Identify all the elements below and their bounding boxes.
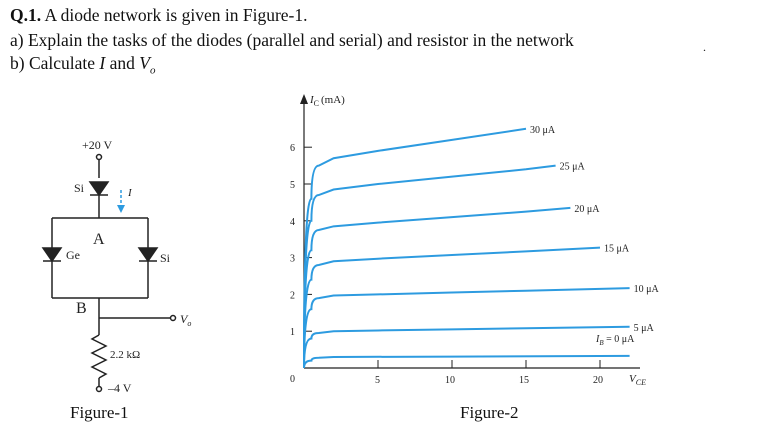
figure-1-caption: Figure-1 xyxy=(70,403,129,422)
curve-ib-0ua xyxy=(303,354,630,369)
curve-label-background xyxy=(631,281,670,296)
figure-2-caption: Figure-2 xyxy=(460,403,519,422)
question-part-b: b) Calculate I and Vo xyxy=(10,53,155,81)
curve-ib-20ua xyxy=(303,206,571,369)
figure-1-labels: +20 V Si I A Ge Si B Vo 2.2 kΩ –4 V Figu… xyxy=(66,138,191,422)
question-intro: A diode network is given in Figure-1. xyxy=(44,5,308,25)
curve-ib-15ua xyxy=(303,246,601,369)
supply-top-label: +20 V xyxy=(82,138,113,152)
curve-label-background xyxy=(557,158,596,173)
supply-bottom-label: –4 V xyxy=(107,381,132,395)
curve-label: 5 μA xyxy=(634,323,655,334)
y-tick-label: 6 xyxy=(290,143,295,154)
x-tick-label: 10 xyxy=(445,375,455,386)
curve-label-background xyxy=(528,121,566,136)
curve-label-background xyxy=(631,319,670,334)
stray-mark: . xyxy=(703,40,706,54)
curve-ib-25ua xyxy=(303,164,556,369)
question-number: Q.1. xyxy=(10,5,42,25)
part-b-var-current: I xyxy=(99,53,106,73)
x-tick-label: 15 xyxy=(519,375,529,386)
x-tick-label: 20 xyxy=(593,375,603,386)
curve-label-background xyxy=(602,240,640,255)
curve-label: 25 μA xyxy=(560,162,586,173)
y-axis-label: IC (mA) xyxy=(309,94,345,108)
resistor-label: 2.2 kΩ xyxy=(110,349,140,361)
current-label: I xyxy=(127,187,133,199)
curve-ib-10ua xyxy=(303,287,630,369)
node-a-label: A xyxy=(93,231,105,248)
supply-terminal-bottom xyxy=(95,385,103,393)
curve-label: 20 μA xyxy=(574,204,600,215)
x-tick-label: 5 xyxy=(375,375,380,386)
curve-ib-5ua xyxy=(303,325,630,369)
diode-top-label: Si xyxy=(74,181,85,195)
y-tick-label: 1 xyxy=(290,327,295,338)
curve-label: 15 μA xyxy=(604,244,630,255)
origin-label: 0 xyxy=(290,374,295,385)
curve-label: 10 μA xyxy=(634,284,660,295)
output-label: Vo xyxy=(180,312,191,328)
output-terminal xyxy=(169,314,177,322)
question-line-1: Q.1. A diode network is given in Figure-… xyxy=(10,5,308,25)
curve-label-background xyxy=(572,200,611,215)
x-axis-label: VCE xyxy=(629,373,646,387)
figure-2-chart: 1 2 3 4 5 6 5 10 15 20 30 μA 25 μA 20 μA 15 μA 10 μA 5… xyxy=(290,94,670,422)
part-b-var-voltage: Vo xyxy=(139,53,156,77)
y-tick-label: 5 xyxy=(290,180,295,191)
part-b-prefix: b) Calculate xyxy=(10,53,96,73)
y-axis-arrow-icon xyxy=(300,94,308,104)
node-b-label: B xyxy=(76,300,87,317)
part-b-and: and xyxy=(109,53,135,73)
figure-1-circuit xyxy=(41,153,177,393)
curve-label: 30 μA xyxy=(530,125,556,136)
diode-left-ge-icon xyxy=(41,247,63,263)
diode-right-si-icon xyxy=(137,247,159,263)
resistor-icon xyxy=(90,334,108,379)
diode-left-label: Ge xyxy=(66,248,80,262)
question-part-a: a) Explain the tasks of the diodes (para… xyxy=(10,30,574,50)
y-tick-label: 4 xyxy=(290,217,295,228)
y-tick-label: 2 xyxy=(290,290,295,301)
y-tick-label: 3 xyxy=(290,254,295,265)
zero-curve-label: IB = 0 μA xyxy=(595,334,635,347)
diode-right-label: Si xyxy=(160,251,171,265)
diode-top-si-icon xyxy=(88,181,110,197)
supply-terminal-top xyxy=(95,153,103,161)
